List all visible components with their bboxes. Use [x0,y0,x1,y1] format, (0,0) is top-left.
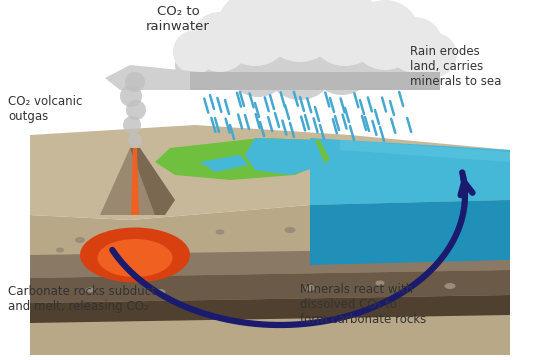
Text: Rain erodes
land, carries
minerals to sea: Rain erodes land, carries minerals to se… [410,45,502,88]
Circle shape [217,0,293,66]
Circle shape [307,0,383,66]
Ellipse shape [144,231,156,239]
Circle shape [310,31,374,95]
Polygon shape [310,138,510,205]
Circle shape [173,30,217,74]
Circle shape [123,116,141,134]
Polygon shape [100,148,165,215]
Circle shape [175,45,215,85]
Polygon shape [155,138,330,180]
Circle shape [350,0,420,70]
Ellipse shape [75,237,85,243]
Polygon shape [200,155,248,172]
Circle shape [120,85,142,107]
Ellipse shape [85,288,94,292]
Ellipse shape [155,289,166,295]
Circle shape [387,17,443,73]
Polygon shape [30,270,510,303]
Text: Carbonate rocks subduct
and melt, releasing CO₂: Carbonate rocks subduct and melt, releas… [8,285,156,313]
Polygon shape [30,295,510,323]
Ellipse shape [305,285,315,291]
Ellipse shape [336,246,344,251]
Polygon shape [130,148,175,215]
Circle shape [126,100,146,120]
Circle shape [192,32,248,88]
Ellipse shape [445,283,456,289]
Circle shape [352,32,408,88]
Text: Minerals react with
dissolved CO₂ to
form carbonate rocks: Minerals react with dissolved CO₂ to for… [300,283,426,326]
Circle shape [128,133,142,147]
Circle shape [190,12,250,72]
Ellipse shape [365,225,375,231]
Polygon shape [30,125,510,220]
Polygon shape [30,248,510,278]
Polygon shape [131,148,139,215]
Ellipse shape [56,248,64,252]
Polygon shape [340,140,510,162]
Circle shape [260,0,340,62]
Text: CO₂ volcanic
outgas: CO₂ volcanic outgas [8,95,83,123]
Ellipse shape [424,221,437,229]
Ellipse shape [215,230,224,234]
Circle shape [265,30,335,100]
Ellipse shape [98,239,173,277]
Polygon shape [310,200,510,265]
Polygon shape [30,200,510,355]
Circle shape [226,33,290,97]
Polygon shape [245,138,325,175]
Polygon shape [190,72,440,90]
Circle shape [393,40,437,84]
Ellipse shape [285,227,295,233]
Ellipse shape [376,280,384,285]
Text: CO₂ to
rainwater: CO₂ to rainwater [146,5,210,33]
Polygon shape [105,65,200,90]
Ellipse shape [80,228,190,283]
Circle shape [125,72,145,92]
Circle shape [413,33,457,77]
Ellipse shape [475,225,484,230]
